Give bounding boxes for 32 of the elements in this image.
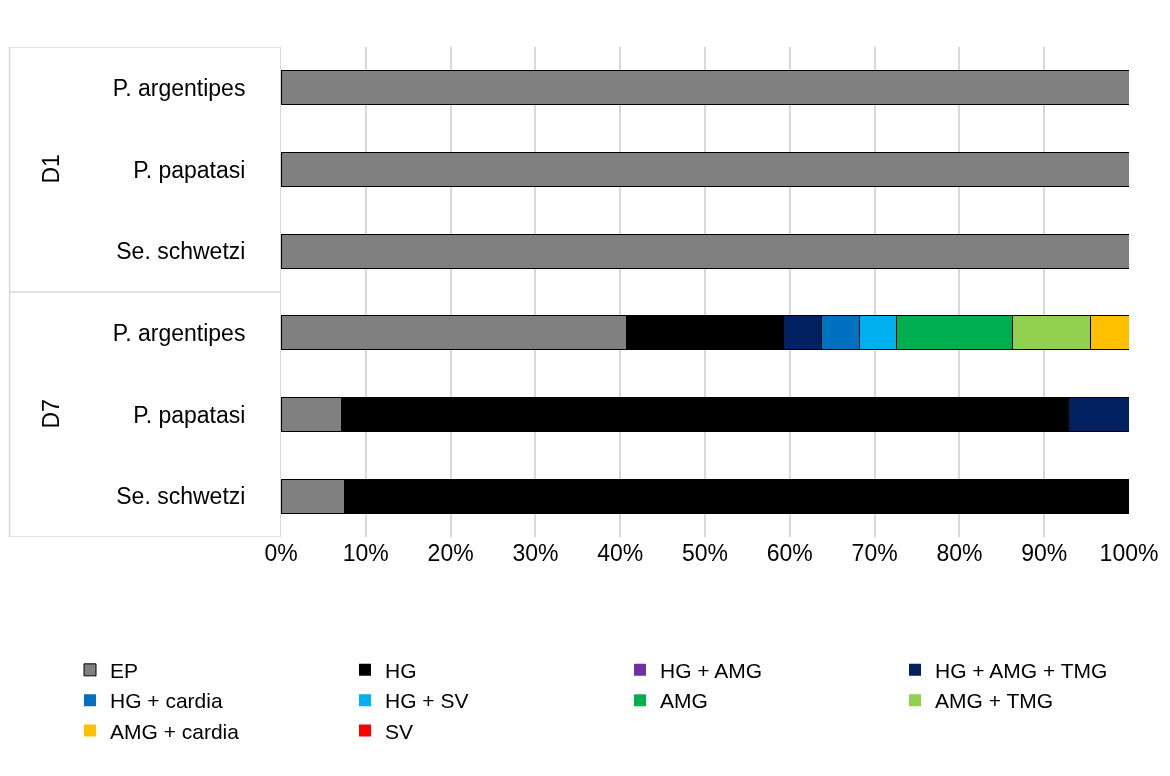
bar: [281, 70, 1129, 106]
y-tick-label: Se. schwetzi: [116, 238, 246, 265]
legend-label: AMG + TMG: [935, 689, 1054, 713]
legend-label: HG + AMG: [660, 659, 763, 683]
legend-label: EP: [110, 659, 139, 683]
x-tick-label: 100%: [1099, 540, 1159, 566]
legend-label: HG + cardia: [110, 689, 223, 713]
x-tick-label: 50%: [681, 540, 729, 566]
y-tick-label: P. argentipes: [112, 74, 246, 101]
bar: [281, 233, 1129, 269]
legend-label: HG + SV: [385, 689, 469, 713]
legend-label: SV: [385, 719, 414, 743]
x-tick-label: 90%: [1021, 540, 1068, 566]
x-tick-label: 80%: [936, 540, 983, 566]
x-tick-label: 30%: [512, 540, 559, 566]
bar: [281, 151, 1129, 188]
x-tick-label: 10%: [342, 540, 389, 566]
legend-label: AMG + cardia: [110, 719, 240, 743]
legend-label: AMG: [660, 689, 708, 713]
legend-label: HG + AMG + TMG: [935, 659, 1108, 683]
x-tick-label: 20%: [427, 540, 474, 566]
text: D7: [37, 399, 64, 429]
text: D1: [37, 154, 64, 184]
legend-label: HG: [385, 659, 417, 683]
x-tick-label: 60%: [766, 540, 813, 566]
y-tick-label: P. argentipes: [112, 319, 246, 346]
y-tick-label: Se. schwetzi: [116, 483, 246, 510]
y-tick-label: P. papatasi: [133, 401, 246, 428]
x-tick-label: 40%: [597, 540, 644, 566]
x-tick-label: 0%: [264, 540, 298, 566]
x-tick-label: 70%: [851, 540, 898, 566]
y-tick-label: P. papatasi: [133, 156, 246, 183]
